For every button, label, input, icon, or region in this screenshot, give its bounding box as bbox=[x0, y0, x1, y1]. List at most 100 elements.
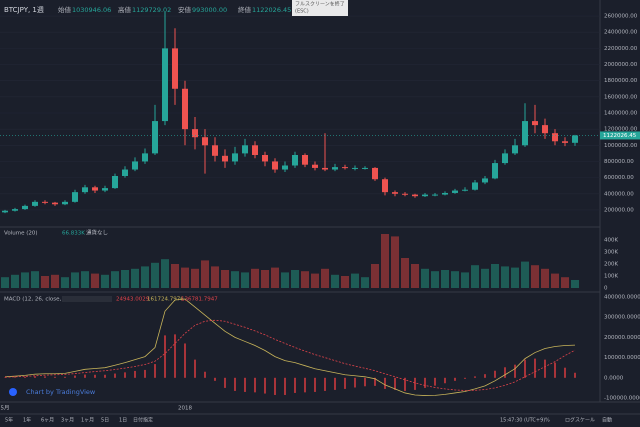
volume-bar bbox=[451, 271, 459, 288]
volume-bar bbox=[471, 265, 479, 288]
price-axis-label: 1400000.00 bbox=[604, 111, 638, 117]
candle-body bbox=[362, 167, 368, 169]
last-price-tag bbox=[600, 131, 640, 140]
volume-bar bbox=[501, 266, 509, 288]
toolbar-item[interactable]: ログスケール bbox=[565, 417, 595, 424]
price-axis-label: 1200000.00 bbox=[604, 127, 638, 133]
candle-body bbox=[182, 88, 188, 130]
macd-histogram bbox=[544, 359, 546, 378]
macd-histogram bbox=[344, 377, 346, 389]
volume-bar bbox=[571, 279, 579, 288]
toolbar-item[interactable]: % bbox=[545, 418, 550, 424]
volume-bar bbox=[351, 273, 359, 288]
candle-body bbox=[342, 167, 348, 169]
volume-bar bbox=[81, 271, 89, 288]
candle-body bbox=[12, 209, 18, 211]
candle-body bbox=[402, 193, 408, 195]
candle-body bbox=[142, 153, 148, 162]
ohlc-value: 1030946.06 bbox=[72, 6, 111, 14]
volume-unit: 通貨なし bbox=[86, 229, 108, 237]
volume-bar bbox=[461, 272, 469, 288]
indicator-buttons[interactable] bbox=[62, 296, 112, 302]
volume-bar bbox=[561, 277, 569, 288]
candle-body bbox=[352, 167, 358, 169]
macd-line bbox=[4, 298, 576, 396]
volume-bar bbox=[311, 273, 319, 288]
macd-histogram bbox=[444, 377, 446, 384]
volume-bar bbox=[31, 271, 39, 288]
macd-histogram bbox=[384, 377, 386, 389]
range-button[interactable]: 3ヶ月 bbox=[61, 418, 74, 424]
macd-histogram bbox=[364, 377, 366, 387]
ohlc-field: 始値 bbox=[58, 5, 72, 14]
volume-bar bbox=[61, 277, 69, 288]
price-axis-label: 300000.0000 bbox=[604, 315, 640, 321]
macd-histogram bbox=[24, 376, 26, 378]
last-price-label: 1122026.45 bbox=[603, 133, 637, 139]
volume-bar bbox=[11, 274, 19, 288]
candle-body bbox=[532, 121, 538, 126]
macd-histogram bbox=[244, 377, 246, 392]
tv-logo bbox=[9, 388, 17, 396]
candle-body bbox=[32, 201, 38, 206]
candle-body bbox=[252, 145, 258, 155]
volume-bar bbox=[521, 261, 529, 288]
candle-body bbox=[132, 161, 138, 170]
range-button[interactable]: 5年 bbox=[5, 417, 13, 424]
candle-body bbox=[472, 182, 478, 190]
tooltip-text: フルスクリーンを終了 bbox=[295, 1, 345, 8]
toolbar-item: 15:47:30 (UTC+9) bbox=[500, 418, 545, 424]
candle-body bbox=[392, 192, 398, 194]
volume-bar bbox=[301, 271, 309, 288]
volume-bar bbox=[391, 236, 399, 288]
price-axis-label: 200000.00 bbox=[604, 207, 634, 213]
candle-body bbox=[432, 194, 438, 196]
candle-body bbox=[232, 153, 238, 162]
candle-body bbox=[162, 48, 168, 122]
macd-histogram bbox=[334, 377, 336, 390]
macd-histogram bbox=[574, 372, 576, 378]
volume-bar bbox=[321, 268, 329, 288]
volume-bar bbox=[131, 268, 139, 288]
range-button[interactable]: 1日 bbox=[119, 418, 127, 424]
candle-body bbox=[322, 167, 328, 170]
volume-bar bbox=[151, 262, 159, 288]
macd-histogram bbox=[114, 373, 116, 378]
macd-histogram bbox=[184, 343, 186, 378]
price-axis-label: 600000.00 bbox=[604, 175, 634, 181]
volume-bar bbox=[51, 274, 59, 288]
volume-last: 66.833K bbox=[62, 231, 85, 237]
macd-histogram bbox=[14, 377, 16, 378]
range-button[interactable]: 1年 bbox=[23, 417, 31, 424]
toolbar: 5年 1年 6ヶ月 3ヶ月 1ヶ月 5日 1日 日付指定 15:47:30 (UTC+9)% ログ… bbox=[5, 417, 612, 424]
price-axis-label: 100K bbox=[604, 274, 618, 280]
candle-body bbox=[522, 121, 528, 146]
candle-body bbox=[82, 187, 88, 193]
tooltip-text: (ESC) bbox=[295, 9, 309, 15]
candle-body bbox=[372, 167, 378, 180]
candle-body bbox=[502, 153, 508, 164]
candle-body bbox=[192, 129, 198, 138]
macd-histogram bbox=[214, 377, 216, 381]
macd-line bbox=[4, 319, 576, 391]
candle-body bbox=[272, 161, 278, 170]
volume-bar bbox=[371, 264, 379, 288]
volume-bar bbox=[481, 268, 489, 288]
range-button[interactable]: 日付指定 bbox=[133, 417, 153, 424]
volume-bar bbox=[231, 271, 239, 288]
macd-histogram bbox=[284, 377, 286, 395]
volume-bar bbox=[361, 277, 369, 288]
range-button[interactable]: 1ヶ月 bbox=[81, 418, 94, 424]
range-button[interactable]: 5日 bbox=[101, 418, 109, 424]
volume-bar bbox=[191, 268, 199, 288]
signal-value: 136781.7947 bbox=[181, 297, 218, 303]
macd-histogram bbox=[104, 374, 106, 378]
macd-histogram bbox=[34, 376, 36, 378]
macd-histogram bbox=[234, 377, 236, 391]
candle-body bbox=[242, 145, 248, 154]
range-button[interactable]: 6ヶ月 bbox=[41, 418, 54, 424]
ohlc-value: 993000.00 bbox=[192, 6, 227, 14]
toolbar-item[interactable]: 自動 bbox=[602, 417, 612, 424]
volume-bar bbox=[181, 267, 189, 288]
macd-histogram bbox=[474, 376, 476, 378]
